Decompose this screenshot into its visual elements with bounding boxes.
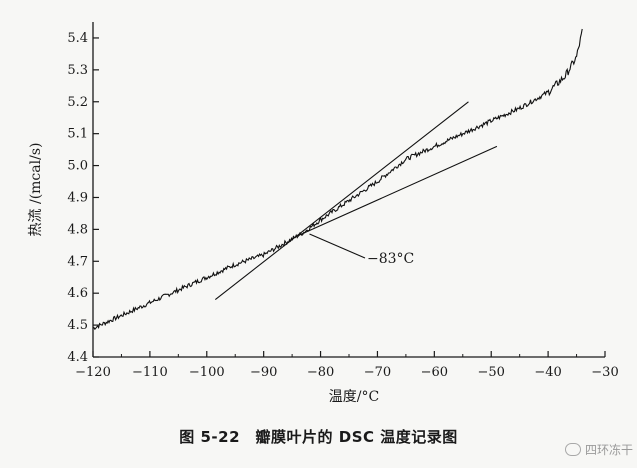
- x-tick-label: −110: [132, 365, 168, 380]
- x-axis-title: 温度/°C: [329, 389, 379, 405]
- figure-caption: 图 5-22 瓣膜叶片的 DSC 温度记录图: [179, 428, 458, 446]
- chart-ticks: −120 −110 −100 −90 −80 −70 −60 −50 −40 −30 4.4 4.5 4…: [67, 31, 618, 380]
- chart-lines: [92, 28, 583, 331]
- chart-axes: [92, 22, 605, 358]
- y-tick-label: 5.3: [67, 63, 88, 78]
- watermark-text: 四环冻干: [584, 443, 633, 457]
- x-tick-label: −60: [421, 365, 448, 380]
- y-tick-label: 5.1: [67, 127, 88, 142]
- y-axis-title: 热流 /(mcal/s): [28, 143, 44, 237]
- dsc-chart: −120 −110 −100 −90 −80 −70 −60 −50 −40 −30 4.4 4.5 4…: [28, 22, 619, 405]
- y-tick-label: 5.4: [67, 31, 88, 46]
- annotation-leader-line: [309, 233, 366, 259]
- y-tick-label: 4.9: [67, 190, 88, 205]
- chart-labels: −83°C 温度/°C 热流 /(mcal/s): [28, 143, 414, 405]
- x-tick-label: −90: [250, 365, 277, 380]
- x-tick-label: −100: [189, 365, 225, 380]
- y-tick-label: 4.7: [67, 254, 88, 269]
- x-tick-label: −80: [307, 365, 334, 380]
- x-tick-label: −120: [75, 365, 111, 380]
- x-tick-label: −30: [591, 365, 618, 380]
- tangent-line-steep: [214, 101, 469, 301]
- dsc-trace-line: [92, 28, 583, 331]
- annotation-label: −83°C: [367, 251, 414, 267]
- y-tick-label: 4.5: [67, 318, 88, 333]
- y-tick-label: 5.0: [67, 159, 88, 174]
- x-tick-label: −50: [478, 365, 505, 380]
- wechat-icon: [564, 443, 581, 456]
- watermark: 四环冻干: [564, 441, 633, 458]
- y-tick-label: 4.8: [67, 222, 88, 237]
- y-tick-label: 4.6: [67, 286, 88, 301]
- tangent-line-shallow: [297, 145, 498, 237]
- y-tick-label: 5.2: [67, 95, 88, 110]
- x-tick-label: −70: [364, 365, 391, 380]
- x-tick-label: −40: [534, 365, 561, 380]
- y-tick-label: 4.4: [67, 350, 88, 365]
